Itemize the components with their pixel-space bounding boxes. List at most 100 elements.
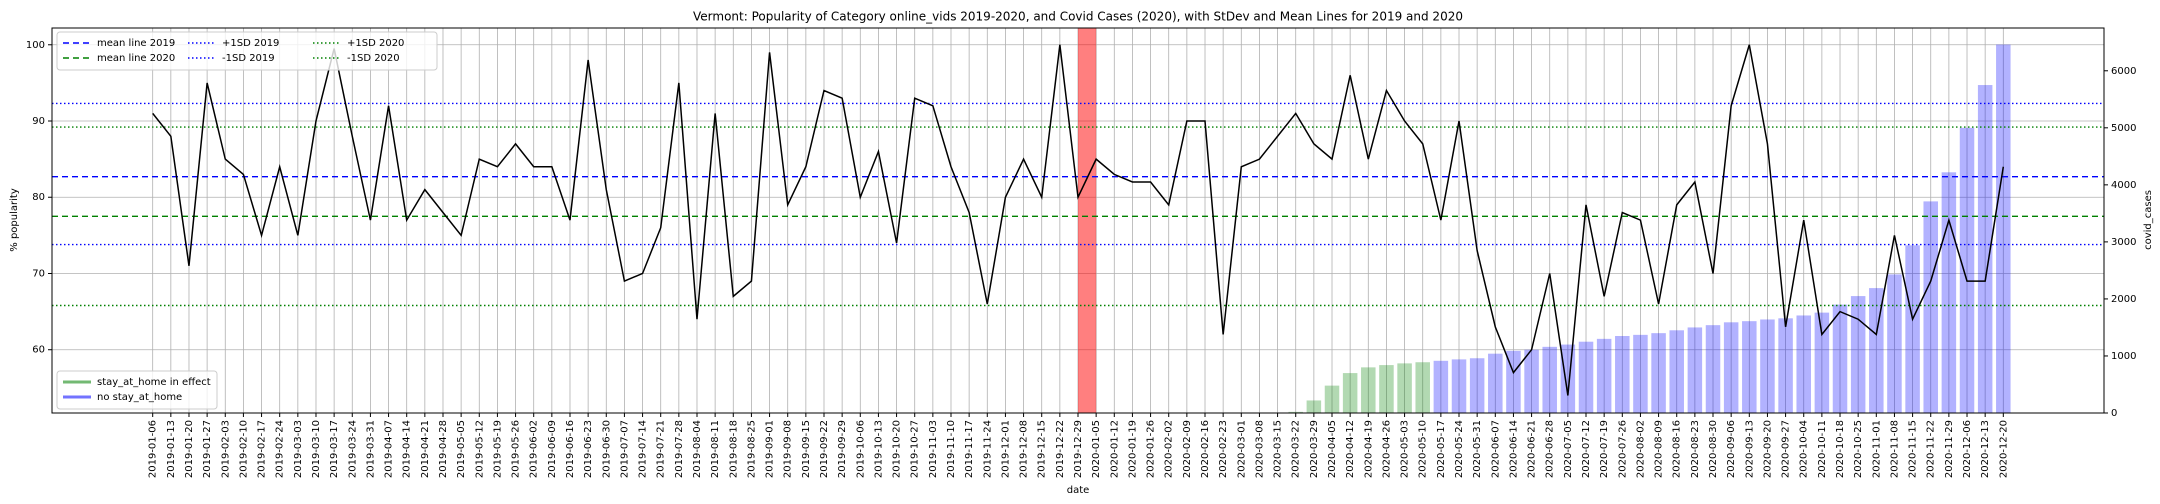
- x-tick-label: 2019-05-12: [474, 420, 485, 478]
- x-tick-label: 2020-03-08: [1254, 420, 1265, 478]
- x-tick-label: 2019-09-15: [801, 420, 812, 478]
- x-tick-label: 2020-09-13: [1744, 420, 1755, 478]
- x-tick-label: 2020-04-19: [1363, 420, 1374, 478]
- y2-tick-label: 5000: [2111, 123, 2136, 134]
- bar: [1469, 358, 1485, 413]
- x-tick-label: 2020-07-05: [1563, 420, 1574, 478]
- legend-label: mean line 2020: [97, 53, 175, 64]
- bar: [1651, 333, 1666, 413]
- y2-axis-label: covid_cases: [2143, 190, 2154, 250]
- x-tick-label: 2020-07-26: [1617, 420, 1628, 478]
- y-axis-label: % popularity: [9, 188, 20, 252]
- legend-label: +1SD 2019: [222, 38, 279, 49]
- x-tick-label: 2020-03-15: [1273, 420, 1284, 478]
- x-tick-label: 2020-08-30: [1708, 420, 1719, 478]
- legend: mean line 2019 mean line 2020 +1SD 2019 -1S…: [56, 31, 438, 71]
- bar: [1760, 319, 1775, 413]
- y-tick-label: 100: [26, 40, 45, 51]
- legend: stay_at_home in effect no stay_at_home: [56, 370, 218, 410]
- bar: [1832, 304, 1848, 413]
- x-tick-label: 2019-04-21: [420, 420, 431, 478]
- bar: [1977, 85, 1993, 413]
- x-tick-label: 2020-03-22: [1291, 420, 1302, 478]
- y-tick-label: 80: [32, 192, 45, 203]
- bar: [1288, 411, 1303, 413]
- x-tick-label: 2019-11-03: [928, 420, 939, 478]
- x-tick-label: 2020-11-29: [1944, 420, 1955, 478]
- year-divider: [1078, 28, 1097, 413]
- x-tick-label: 2019-01-06: [148, 420, 159, 478]
- x-tick-label: 2019-05-05: [456, 420, 467, 478]
- x-tick-label: 2020-11-08: [1889, 420, 1900, 478]
- x-tick-label: 2019-06-02: [529, 420, 540, 478]
- x-tick-label: 2019-02-10: [238, 420, 249, 478]
- x-tick-label: 2019-07-07: [619, 420, 630, 478]
- bar: [1941, 172, 1957, 413]
- bar: [1850, 296, 1866, 413]
- bar: [1324, 385, 1340, 413]
- x-tick-label: 2019-02-24: [275, 420, 286, 478]
- x-tick-label: 2019-03-31: [365, 420, 376, 478]
- x-tick-label: 2019-04-28: [438, 420, 449, 478]
- x-tick-label: 2020-02-02: [1164, 420, 1175, 478]
- x-tick-label: 2020-05-24: [1454, 420, 1465, 478]
- bar: [1361, 367, 1376, 413]
- x-tick-label: 2019-11-24: [982, 420, 993, 478]
- bar: [1560, 344, 1576, 413]
- line: [152, 44, 2005, 396]
- bar: [1687, 327, 1703, 413]
- x-tick-label: 2019-02-03: [220, 420, 231, 478]
- legend-label: -1SD 2020: [347, 53, 400, 64]
- y2-tick-label: 4000: [2111, 180, 2136, 191]
- bar: [1488, 353, 1503, 413]
- x-tick-label: 2020-01-26: [1146, 420, 1157, 478]
- bar: [1633, 334, 1648, 413]
- bar: [1959, 127, 1975, 413]
- x-tick-label: 2019-09-08: [783, 420, 794, 478]
- x-tick-label: 2020-11-01: [1871, 420, 1882, 478]
- x-tick-label: 2020-06-28: [1545, 420, 1556, 478]
- x-tick-label: 2019-03-10: [311, 420, 322, 478]
- x-tick-label: 2020-07-19: [1599, 420, 1610, 478]
- x-tick-label: 2019-09-01: [765, 420, 776, 478]
- bar: [1397, 363, 1412, 413]
- x-tick-label: 2019-07-21: [656, 420, 667, 478]
- x-tick-label: 2019-06-30: [601, 420, 612, 478]
- x-tick-label: 2019-06-09: [547, 420, 558, 478]
- x-tick-label: 2019-06-23: [583, 420, 594, 478]
- x-tick-label: 2019-05-19: [492, 420, 503, 478]
- legend-label: -1SD 2019: [222, 53, 275, 64]
- x-tick-label: 2020-09-27: [1781, 420, 1792, 478]
- x-tick-label: 2019-08-04: [692, 420, 703, 478]
- bar: [1796, 315, 1811, 413]
- bar: [1596, 338, 1612, 413]
- x-tick-label: 2020-02-23: [1218, 420, 1229, 478]
- bar: [1778, 318, 1793, 413]
- y2-tick-label: 0: [2111, 408, 2117, 419]
- x-tick-label: 2019-07-14: [638, 420, 649, 478]
- x-tick-label: 2019-04-07: [384, 420, 395, 478]
- y-tick-label: 70: [32, 268, 45, 279]
- x-tick-label: 2020-09-06: [1726, 420, 1737, 478]
- y2-tick-label: 3000: [2111, 237, 2136, 248]
- bar: [1669, 330, 1684, 413]
- x-tick-label: 2019-10-06: [855, 420, 866, 478]
- legend-label: +1SD 2020: [347, 38, 404, 49]
- bar: [1705, 325, 1721, 413]
- x-tick-label: 2019-01-27: [202, 420, 213, 478]
- legend-box: [56, 31, 438, 71]
- x-tick-label: 2019-08-11: [710, 420, 721, 478]
- x-tick-label: 2020-01-05: [1091, 420, 1102, 478]
- x-tick-label: 2020-09-20: [1762, 420, 1773, 478]
- bar: [1887, 274, 1902, 413]
- x-tick-label: 2020-05-10: [1418, 420, 1429, 478]
- x-tick-label: 2020-04-05: [1327, 420, 1338, 478]
- x-tick-label: 2020-12-06: [1962, 420, 1973, 478]
- legend-label: stay_at_home in effect: [97, 377, 211, 388]
- x-tick-label: 2020-10-11: [1817, 420, 1828, 478]
- x-tick-label: 2020-08-16: [1672, 420, 1683, 478]
- x-axis-label: date: [1067, 485, 1090, 496]
- x-tick-label: 2019-01-13: [166, 420, 177, 478]
- x-tick-label: 2020-01-19: [1127, 420, 1138, 478]
